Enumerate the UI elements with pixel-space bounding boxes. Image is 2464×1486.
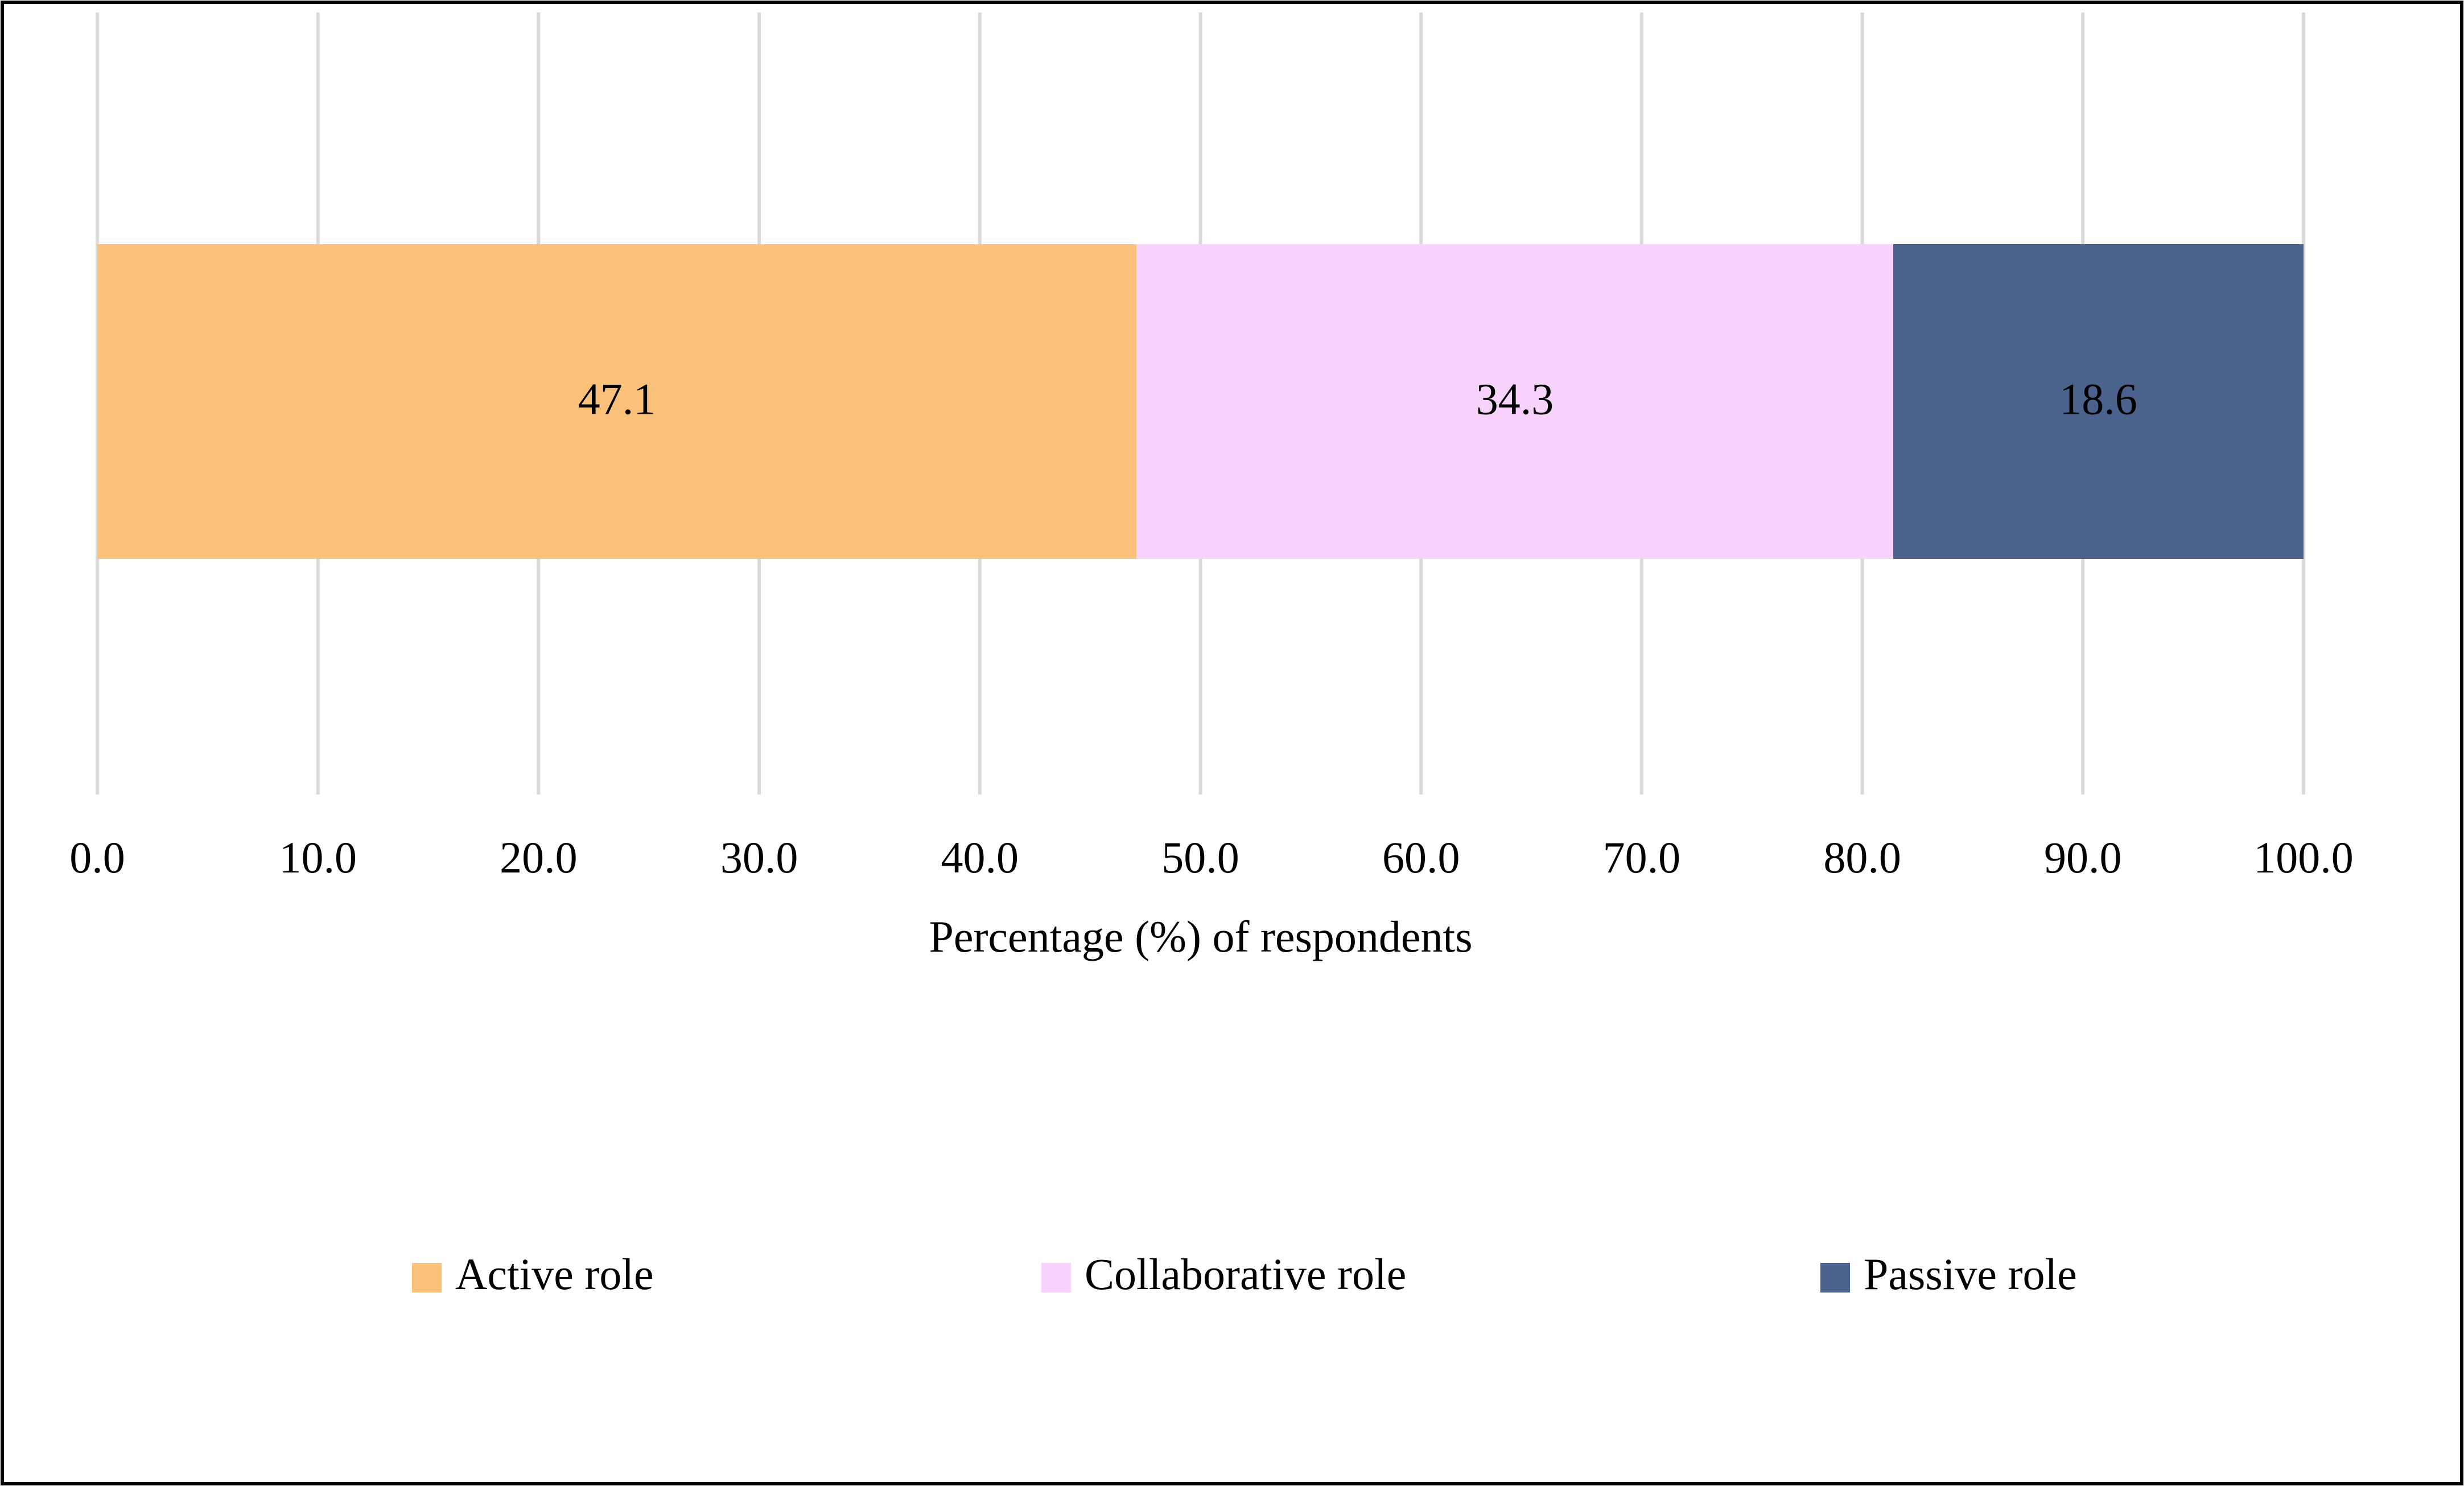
bar-segment — [1893, 244, 2304, 559]
legend-label: Collaborative role — [1085, 1249, 1406, 1299]
x-tick-label: 40.0 — [941, 833, 1019, 882]
x-tick-label: 70.0 — [1603, 833, 1681, 882]
x-tick-label: 90.0 — [2044, 833, 2122, 882]
x-tick-label: 10.0 — [279, 833, 357, 882]
x-tick-label: 50.0 — [1161, 833, 1239, 882]
x-axis-label: Percentage (%) of respondents — [929, 912, 1472, 961]
legend-label: Passive role — [1864, 1249, 2077, 1299]
value-label: 18.6 — [2059, 374, 2137, 423]
legend-label: Active role — [455, 1249, 654, 1299]
x-tick-label: 30.0 — [720, 833, 798, 882]
value-label: 34.3 — [1476, 374, 1554, 423]
legend-swatch — [1820, 1263, 1850, 1292]
x-tick-label: 100.0 — [2253, 833, 2354, 882]
legend-swatch — [412, 1263, 442, 1292]
legend-swatch — [1041, 1263, 1071, 1292]
x-tick-label: 60.0 — [1382, 833, 1460, 882]
x-tick-label: 20.0 — [500, 833, 578, 882]
value-label: 47.1 — [578, 374, 656, 423]
x-tick-label: 80.0 — [1823, 833, 1901, 882]
x-tick-label: 0.0 — [69, 833, 125, 882]
bar-segment — [1136, 244, 1893, 559]
bar-segment — [97, 244, 1137, 559]
